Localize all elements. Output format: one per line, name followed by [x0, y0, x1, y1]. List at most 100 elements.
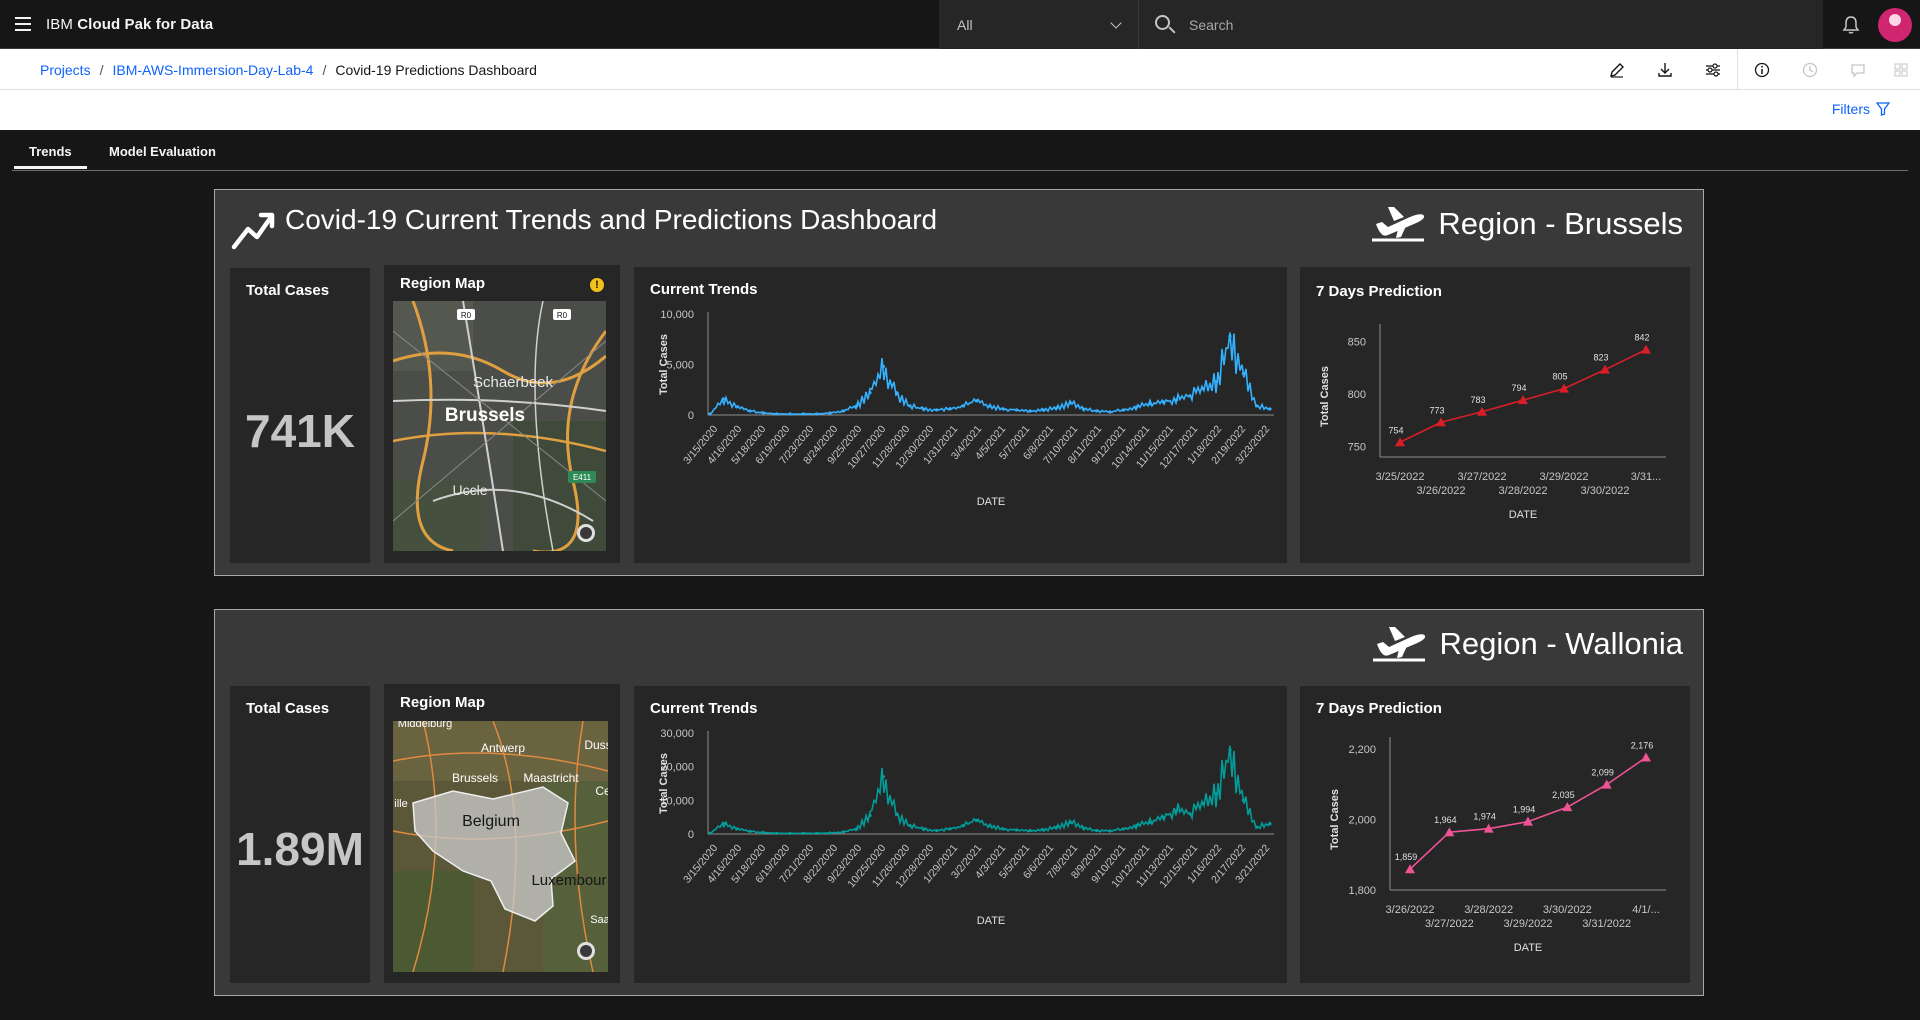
map-label: Duss: [584, 738, 608, 752]
region-map[interactable]: R0 R0 E411 Schaerbeek Brussels Uccle: [393, 301, 606, 551]
data-point: [1095, 409, 1099, 413]
y-tick-label: 850: [1348, 336, 1366, 348]
data-point: [975, 818, 979, 823]
data-point: [801, 831, 805, 835]
map-label: Brussels: [445, 405, 525, 426]
data-point: [761, 411, 765, 415]
region-name: Region - Brussels: [1438, 206, 1683, 241]
y-axis-label: Total Cases: [658, 334, 670, 395]
dashboard-title: Covid-19 Current Trends and Predictions …: [285, 204, 938, 235]
region-map-card: Region Map Middelburg Antwerp Duss Bruss…: [384, 684, 620, 983]
data-point: [1001, 407, 1005, 411]
data-point: [801, 412, 805, 416]
data-point: [1095, 829, 1099, 833]
data-point: [1215, 380, 1219, 384]
data-point: [948, 407, 952, 411]
prediction-chart[interactable]: 1,800 2,000 2,200 Total Cases 1,859 1,964 1,97…: [1300, 686, 1690, 983]
data-label: 1,964: [1434, 815, 1457, 825]
x-tick-label: 3/29/2022: [1504, 918, 1553, 930]
data-point: [1108, 829, 1112, 833]
data-point: [961, 823, 965, 828]
region-map-card: Region Map !: [384, 265, 620, 563]
prediction-card: 7 Days Prediction 1,800 2,000 2,200 Total C…: [1300, 686, 1690, 983]
map-label: ille: [394, 798, 407, 810]
tab-model-evaluation[interactable]: Model Evaluation: [109, 144, 216, 159]
data-point: [855, 827, 859, 831]
data-label: 2,035: [1552, 790, 1575, 800]
data-point: [841, 409, 845, 413]
data-point: [721, 397, 725, 401]
current-trends-card: Current Trends 0 10,000 20,000 30,000 Total …: [634, 686, 1287, 983]
data-label: 754: [1388, 425, 1403, 435]
region-panel-brussels: Covid-19 Current Trends and Predictions …: [214, 189, 1704, 576]
data-point: [775, 412, 779, 416]
data-point: [1068, 820, 1072, 824]
data-point: [1028, 829, 1032, 833]
data-point: [1201, 802, 1205, 806]
tab-trends[interactable]: Trends: [14, 144, 87, 169]
data-point: [1188, 812, 1192, 816]
total-cases-card: Total Cases 1.89M: [230, 686, 370, 983]
data-point: [935, 408, 939, 412]
data-point: [1241, 371, 1245, 376]
breadcrumb-separator: /: [322, 62, 327, 78]
edit-icon[interactable]: [1593, 49, 1641, 90]
warning-icon[interactable]: !: [590, 278, 604, 292]
data-point: [735, 405, 739, 409]
search-scope-dropdown[interactable]: All: [939, 0, 1139, 49]
total-cases-value: 1.89M: [236, 823, 364, 875]
y-axis-label: Total Cases: [1329, 789, 1341, 850]
data-label: 794: [1511, 383, 1526, 393]
data-point: [1081, 826, 1085, 830]
data-point: [735, 827, 739, 831]
search-scope-value: All: [957, 16, 973, 33]
region-title: Region - Brussels: [1370, 202, 1683, 246]
info-icon[interactable]: [1738, 49, 1786, 90]
data-point: [868, 391, 872, 395]
region-map[interactable]: Middelburg Antwerp Duss Brussels Maastri…: [393, 721, 608, 972]
menu-icon[interactable]: [0, 0, 46, 49]
breadcrumb-projects[interactable]: Projects: [40, 62, 91, 78]
comment-icon[interactable]: [1834, 49, 1882, 90]
data-point: [855, 404, 859, 408]
data-point: [1041, 828, 1045, 832]
search-input[interactable]: [1189, 16, 1689, 33]
data-point: [721, 821, 725, 825]
data-point-marker: [1559, 383, 1569, 393]
notification-bell-icon[interactable]: [1828, 0, 1874, 49]
history-icon[interactable]: [1786, 49, 1834, 90]
map-label: Antwerp: [481, 741, 525, 755]
data-point-marker: [1405, 864, 1415, 874]
product-name[interactable]: IBM Cloud Pak for Data: [46, 15, 214, 33]
breadcrumb-project[interactable]: IBM-AWS-Immersion-Day-Lab-4: [112, 62, 314, 78]
data-point-marker: [1518, 395, 1528, 405]
data-point: [1175, 808, 1179, 813]
data-point: [1041, 408, 1045, 412]
apps-icon[interactable]: [1882, 49, 1920, 90]
y-tick-label: 800: [1348, 389, 1366, 401]
user-avatar[interactable]: [1878, 8, 1912, 42]
data-point: [1188, 394, 1192, 398]
data-point: [1001, 827, 1005, 831]
toolbar: [1593, 49, 1920, 90]
data-label: 1,994: [1513, 805, 1536, 815]
settings-sliders-icon[interactable]: [1689, 49, 1737, 90]
data-point: [881, 364, 885, 369]
region-panel-wallonia: Region - Wallonia Total Cases 1.89M Regi…: [214, 609, 1704, 996]
data-point: [908, 823, 912, 828]
total-cases-card: Total Cases 741K: [230, 268, 370, 563]
map-label: R0: [557, 311, 568, 320]
data-point: [1255, 825, 1259, 829]
download-icon[interactable]: [1641, 49, 1689, 90]
y-tick-label: 0: [688, 829, 694, 841]
map-label: Luxembour: [531, 872, 606, 889]
filters-button[interactable]: Filters: [1832, 101, 1890, 117]
card-title: 7 Days Prediction: [1316, 700, 1442, 717]
prediction-card: 7 Days Prediction 750 800 850 Total Cases 75…: [1300, 267, 1690, 563]
prediction-chart[interactable]: 750 800 850 Total Cases 754 773 783 794 805 823 84…: [1300, 267, 1690, 563]
region-name: Region - Wallonia: [1439, 626, 1683, 661]
search-icon: [1155, 14, 1176, 35]
series-line: [709, 745, 1271, 835]
